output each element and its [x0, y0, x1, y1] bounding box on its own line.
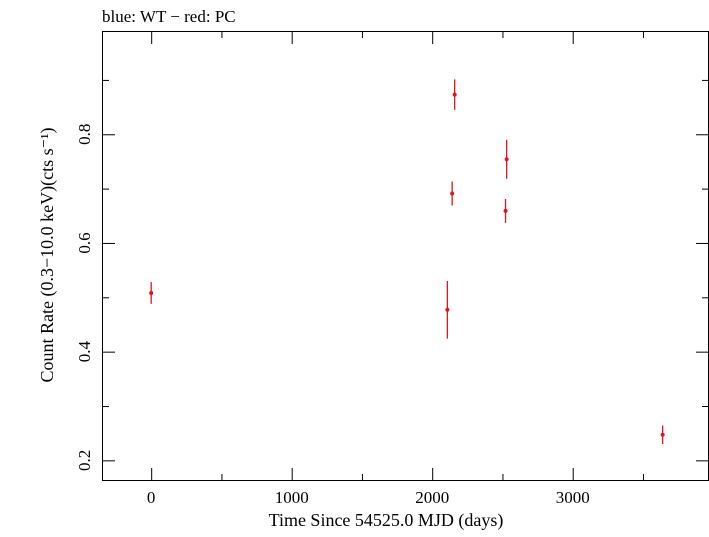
data-point	[504, 139, 509, 179]
x-tick-label: 1000	[275, 488, 309, 507]
chart-title: blue: WT − red: PC	[102, 7, 236, 26]
y-tick-label: 0.2	[75, 450, 94, 471]
point-marker	[660, 432, 665, 437]
y-tick-label: 0.8	[75, 124, 94, 145]
point-marker	[149, 290, 154, 295]
point-marker	[504, 157, 509, 162]
point-marker	[452, 92, 457, 97]
data-point	[452, 79, 457, 110]
data-point	[450, 181, 455, 206]
x-tick-label: 2000	[415, 488, 449, 507]
data-points	[149, 79, 665, 445]
x-tick-label: 3000	[556, 488, 590, 507]
data-point	[503, 198, 508, 223]
y-tick-label: 0.4	[75, 341, 94, 363]
x-tick-label: 0	[147, 488, 156, 507]
data-point	[149, 282, 154, 304]
y-axis-label: Count Rate (0.3−10.0 keV)(cts s⁻¹)	[37, 127, 58, 382]
y-tick-label: 0.6	[75, 232, 94, 253]
x-axis-label: Time Since 54525.0 MJD (days)	[269, 510, 504, 531]
data-point	[445, 281, 450, 339]
ticks-layer: 0 1000 2000 3000 0.2 0.4 0.6 0.8	[75, 31, 709, 507]
point-marker	[445, 307, 450, 312]
data-point	[660, 425, 665, 445]
plot-frame	[102, 31, 709, 481]
point-marker	[503, 208, 508, 213]
point-marker	[450, 191, 455, 196]
